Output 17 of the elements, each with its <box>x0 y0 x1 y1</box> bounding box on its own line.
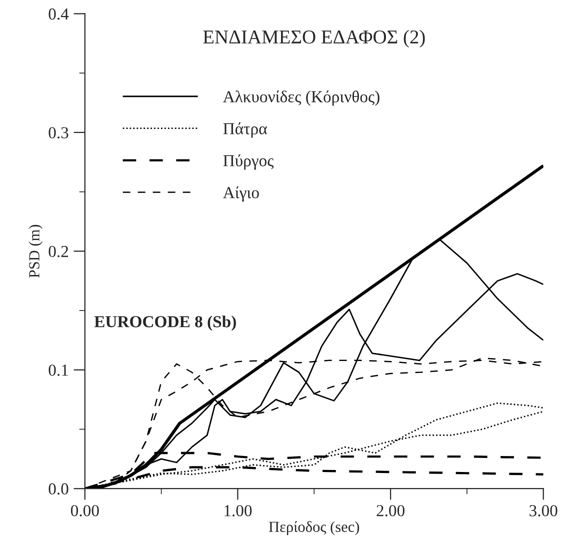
text: ΕΝΔΙΑΜΕΣΟ ΕΔΑΦΟΣ (2) <box>203 30 425 48</box>
legend-label: Αίγιο <box>222 186 259 202</box>
annotation: EUROCODE 8 (Sb) <box>94 316 236 331</box>
legend-label: Πύργος <box>223 154 274 170</box>
x-tick-label: 2.00 <box>376 505 404 516</box>
x-tick-label: 3.00 <box>530 505 558 516</box>
legend-label: Πάτρα <box>223 122 267 138</box>
x-tick-label: 0.00 <box>70 505 99 516</box>
x-axis-title: Περίοδος (sec) <box>268 521 360 536</box>
y-tick-label: 0.1 <box>48 364 68 376</box>
y-tick-label: 0.4 <box>48 8 69 20</box>
y-tick-label: 0.0 <box>48 483 68 495</box>
y-tick-label: 0.2 <box>48 246 68 258</box>
y-axis-title: PSD (m) <box>28 224 43 278</box>
legend-label: Αλκυονίδες (Κόρινθος) <box>222 90 380 106</box>
y-tick-label: 0.3 <box>48 127 68 138</box>
x-tick-label: 1.00 <box>224 505 252 516</box>
